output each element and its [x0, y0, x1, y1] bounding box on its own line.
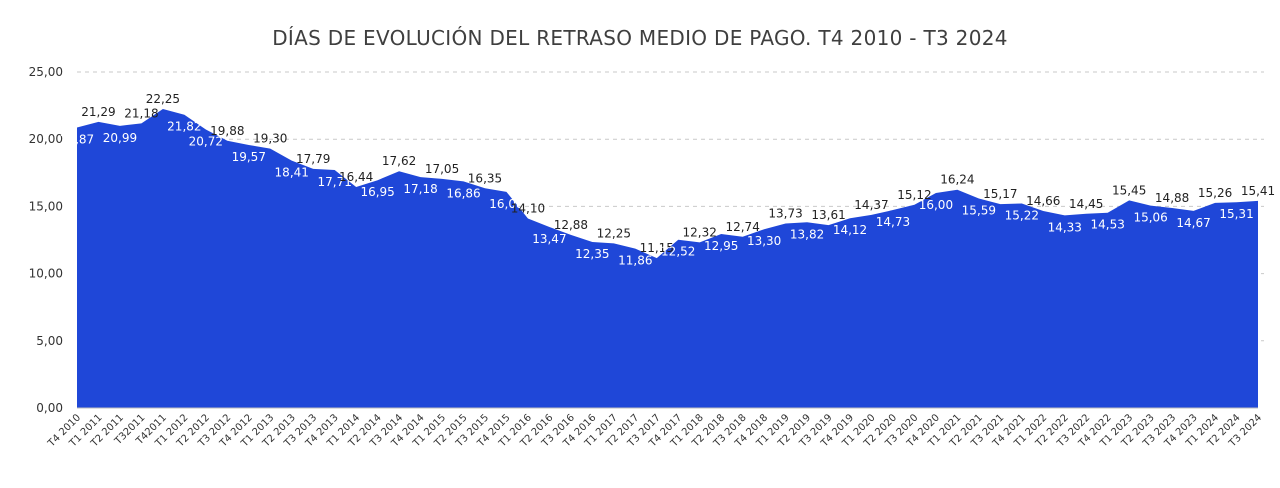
data-label: 21,18: [124, 106, 158, 120]
data-label: 17,18: [403, 182, 437, 196]
data-label: 19,88: [210, 124, 244, 138]
data-label: 14,10: [511, 201, 545, 215]
data-label: 18,41: [275, 166, 309, 180]
data-label: 16,08: [489, 197, 523, 211]
data-label: 21,82: [167, 120, 201, 134]
y-tick-label: 25,00: [29, 65, 63, 79]
data-label: 14,53: [1091, 218, 1125, 232]
data-label: 13,82: [790, 227, 824, 241]
data-label: 14,66: [1026, 194, 1060, 208]
data-label: 15,12: [897, 188, 931, 202]
data-label: 15,26: [1198, 186, 1232, 200]
data-label: 14,33: [1048, 220, 1082, 234]
data-label: 17,79: [296, 152, 330, 166]
data-label: 13,30: [747, 234, 781, 248]
data-label: 21,29: [81, 105, 115, 119]
data-label: 11,86: [618, 254, 652, 268]
data-label: 16,24: [940, 173, 974, 187]
data-label: 14,88: [1155, 191, 1189, 205]
data-label: 15,17: [983, 187, 1017, 201]
y-tick-label: 15,00: [29, 199, 63, 213]
data-label: 15,22: [1005, 208, 1039, 222]
data-label: 20,87: [60, 133, 94, 147]
area-series: [77, 108, 1258, 409]
data-label: 13,61: [811, 208, 845, 222]
data-label: 19,30: [253, 132, 287, 146]
data-label: 12,95: [704, 239, 738, 253]
y-tick-label: 10,00: [29, 267, 63, 281]
data-label: 17,62: [382, 154, 416, 168]
data-label: 12,25: [597, 226, 631, 240]
data-label: 13,47: [532, 232, 566, 246]
data-label: 14,45: [1069, 197, 1103, 211]
data-label: 14,12: [833, 223, 867, 237]
data-label: 15,59: [962, 203, 996, 217]
data-label: 15,06: [1133, 211, 1167, 225]
data-label: 12,52: [661, 245, 695, 259]
data-label: 15,41: [1241, 184, 1275, 198]
y-tick-label: 5,00: [36, 334, 63, 348]
data-label: 14,73: [876, 215, 910, 229]
data-label: 16,00: [919, 198, 953, 212]
data-label: 15,45: [1112, 183, 1146, 197]
data-label: 12,32: [683, 225, 717, 239]
data-label: 17,71: [317, 175, 351, 189]
data-label: 12,74: [725, 220, 759, 234]
data-label: 16,35: [468, 171, 502, 185]
data-label: 19,57: [232, 150, 266, 164]
y-axis-ticks: 0,00 5,00 10,00 15,00 20,00 25,00: [29, 65, 63, 415]
chart-title: DÍAS DE EVOLUCIÓN DEL RETRASO MEDIO DE P…: [272, 26, 1008, 50]
data-label: 17,05: [425, 162, 459, 176]
data-label: 14,37: [854, 198, 888, 212]
data-label: 22,25: [146, 92, 180, 106]
data-label: 12,35: [575, 247, 609, 261]
y-tick-label: 0,00: [36, 401, 63, 415]
data-label: 20,99: [103, 131, 137, 145]
data-label: 12,88: [554, 218, 588, 232]
data-label: 11,15: [640, 241, 674, 255]
data-label: 15,31: [1219, 207, 1253, 221]
y-tick-label: 20,00: [29, 132, 63, 146]
data-label: 14,67: [1176, 216, 1210, 230]
data-label: 16,86: [446, 186, 480, 200]
data-label: 16,95: [360, 185, 394, 199]
data-label: 16,44: [339, 170, 373, 184]
data-label: 20,72: [189, 135, 223, 149]
data-label: 13,73: [768, 206, 802, 220]
